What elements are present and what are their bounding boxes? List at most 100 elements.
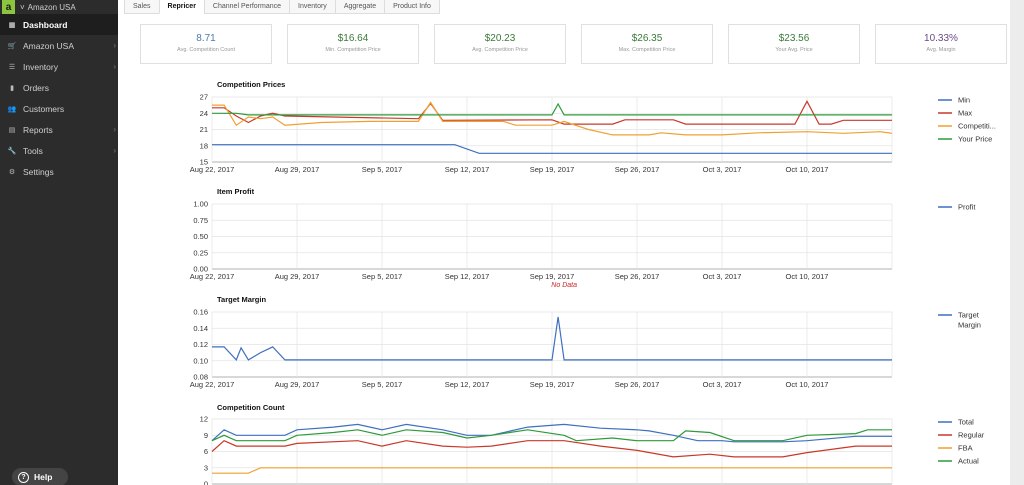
sidebar-item-label: Inventory [23, 61, 58, 72]
list-icon: ☰ [8, 63, 16, 71]
bar-chart-icon: ▮ [10, 84, 14, 92]
sidebar-item-dashboard[interactable]: ▦ Dashboard [0, 14, 118, 35]
sidebar-item-inventory[interactable]: ☰ Inventory › [0, 56, 118, 77]
series-line-fba [212, 467, 892, 474]
gear-icon: ⚙ [8, 168, 16, 176]
x-tick-label: Oct 10, 2017 [786, 272, 829, 281]
y-tick-label: 0.25 [193, 248, 208, 257]
y-tick-label: 1.00 [193, 200, 208, 209]
help-icon: ? [18, 471, 29, 483]
chart-title: Competition Prices [217, 80, 286, 89]
series-line-total [211, 423, 892, 443]
y-tick-label: 0.50 [193, 232, 208, 241]
y-tick-label: 12 [200, 415, 208, 424]
y-tick-label: 0.75 [193, 216, 208, 225]
stat-label: Avg. Competition Price [472, 47, 528, 53]
stat-value: $23.56 [778, 33, 810, 44]
y-tick-label: 3 [204, 463, 208, 472]
y-tick-label: 24 [200, 109, 208, 118]
document-icon: ▤ [8, 126, 16, 134]
account-switcher[interactable]: a ˅ Amazon USA [0, 0, 118, 14]
dashboard-icon: ▦ [8, 21, 16, 29]
x-tick-label: Sep 26, 2017 [615, 165, 660, 174]
tab-channel-performance[interactable]: Channel Performance [203, 0, 291, 14]
stat-value: 8.71 [196, 33, 216, 44]
x-tick-label: Sep 19, 2017 [530, 380, 575, 389]
y-tick-label: 0.00 [193, 265, 208, 274]
series-line-your-price [212, 102, 892, 116]
stat-card: $16.64 Min. Competition Price [287, 24, 419, 64]
tab-repricer[interactable]: Repricer [158, 0, 205, 14]
x-tick-label: Sep 12, 2017 [445, 272, 490, 281]
y-tick-label: 0.14 [193, 324, 208, 333]
series-line-competiti- [212, 101, 893, 136]
sidebar-item-tools[interactable]: 🔧 Tools › [0, 140, 118, 161]
legend-line: Target [958, 311, 980, 320]
x-tick-label: Sep 19, 2017 [530, 272, 575, 281]
cart-icon: 🛒 [7, 42, 17, 50]
x-tick-label: Sep 5, 2017 [362, 380, 402, 389]
legend-label: Profit [958, 203, 976, 212]
sidebar-item-amazon-usa[interactable]: 🛒 Amazon USA › [0, 35, 118, 56]
users-icon: 👥 [7, 105, 17, 113]
amazon-logo-icon: a [2, 0, 15, 14]
brand-caret: ˅ [20, 2, 25, 12]
legend-label: Total [958, 418, 974, 427]
x-tick-label: Sep 12, 2017 [445, 380, 490, 389]
series-line-max [212, 100, 892, 125]
chart-title: Target Margin [217, 295, 267, 304]
tab-sales[interactable]: Sales [124, 0, 160, 14]
sidebar-item-label: Tools [23, 145, 43, 156]
series-line-regular [211, 439, 892, 458]
legend-label: Your Price [958, 135, 992, 144]
series-line-actual [211, 429, 892, 442]
sidebar-item-reports[interactable]: ▤ Reports › [0, 119, 118, 140]
tab-inventory[interactable]: Inventory [289, 0, 336, 14]
scrollbar-gutter[interactable] [1010, 0, 1024, 485]
x-tick-label: Oct 3, 2017 [703, 165, 742, 174]
x-tick-label: Sep 19, 2017 [530, 165, 575, 174]
stat-label: Your Avg. Price [775, 47, 813, 53]
stat-value: $20.23 [484, 33, 516, 44]
x-tick-label: Aug 22, 2017 [190, 165, 235, 174]
stats-row: 8.71 Avg. Competition Count $16.64 Min. Com… [140, 24, 1010, 64]
sidebar-item-label: Reports [23, 124, 53, 135]
x-tick-label: Aug 22, 2017 [190, 272, 235, 281]
stat-card: 10.33% Avg. Margin [875, 24, 1007, 64]
series-line-min [212, 144, 892, 154]
stat-card: $26.35 Max. Competition Price [581, 24, 713, 64]
chart-title: Competition Count [217, 403, 285, 412]
y-tick-label: 21 [200, 125, 208, 134]
sidebar-item-settings[interactable]: ⚙ Settings [0, 161, 118, 182]
stat-label: Max. Competition Price [618, 47, 676, 53]
main-content: Sales Repricer Channel Performance Inventor… [118, 0, 1010, 485]
chevron-icon: › [113, 125, 116, 134]
stat-label: Avg. Competition Count [177, 47, 235, 53]
wrench-icon: 🔧 [7, 147, 17, 155]
legend-label: Target Margin [958, 311, 981, 330]
x-tick-label: Aug 22, 2017 [190, 380, 235, 389]
tab-aggregate[interactable]: Aggregate [334, 0, 386, 14]
sidebar-item-orders[interactable]: ▮ Orders [0, 77, 118, 98]
stat-card: $23.56 Your Avg. Price [728, 24, 860, 64]
legend-label: Competiti... [958, 122, 996, 131]
series-line-target-margin [212, 316, 892, 361]
help-button[interactable]: ? Help [12, 468, 68, 485]
sidebar-item-label: Dashboard [23, 19, 68, 30]
y-tick-label: 9 [204, 431, 208, 440]
tab-product-info[interactable]: Product Info [384, 0, 440, 14]
stat-label: Avg. Margin [926, 47, 956, 53]
stat-card: $20.23 Avg. Competition Price [434, 24, 566, 64]
legend-label: FBA [958, 444, 973, 453]
x-tick-label: Sep 26, 2017 [615, 272, 660, 281]
help-label: Help [34, 472, 53, 482]
sidebar-item-label: Orders [23, 82, 49, 93]
sidebar-item-customers[interactable]: 👥 Customers [0, 98, 118, 119]
tab-bar: Sales Repricer Channel Performance Inventor… [124, 0, 440, 14]
stat-card: 8.71 Avg. Competition Count [140, 24, 272, 64]
x-tick-label: Sep 5, 2017 [362, 272, 402, 281]
